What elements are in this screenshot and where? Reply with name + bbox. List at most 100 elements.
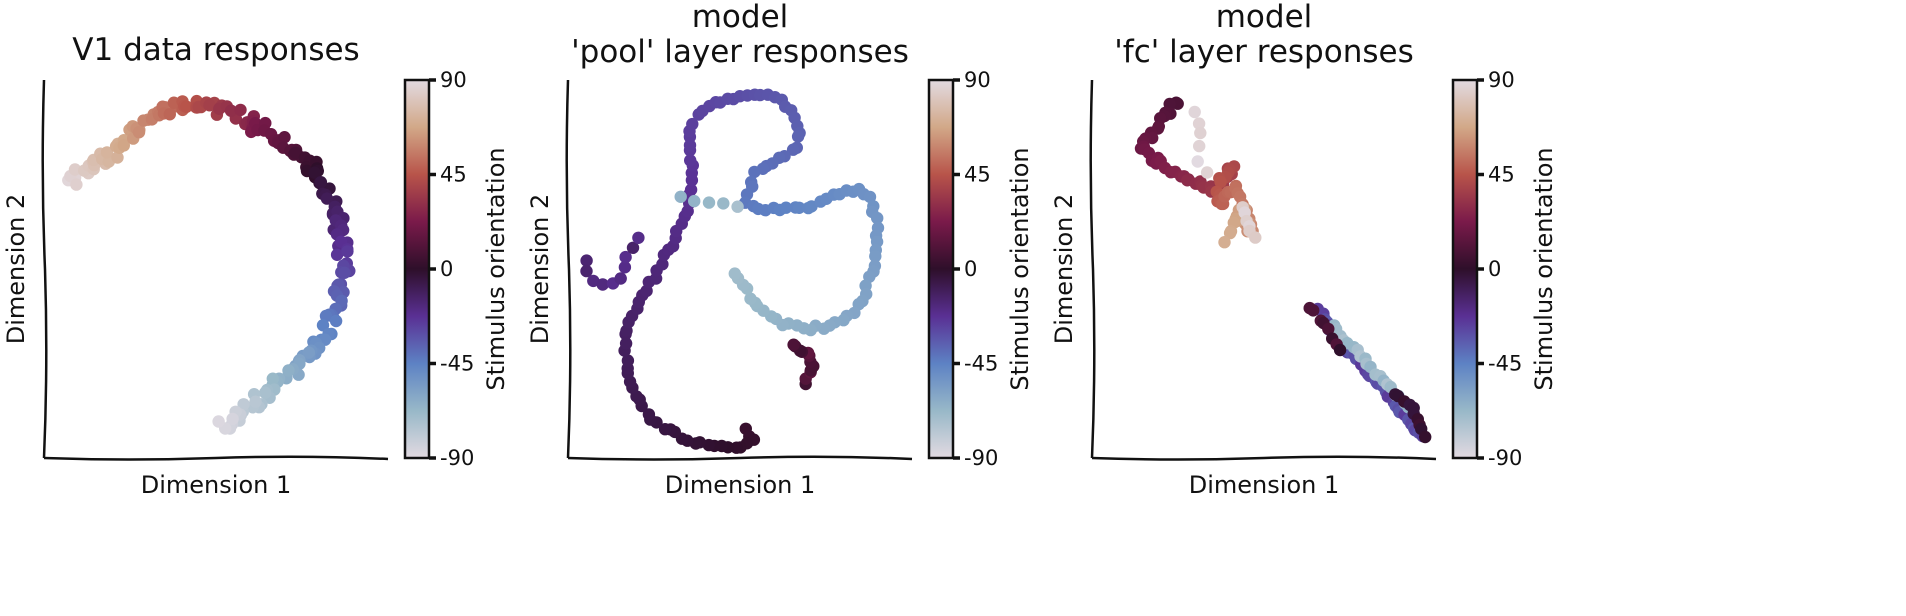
scatter-point <box>1191 155 1204 168</box>
scatter-point <box>658 423 672 436</box>
colorbar-tick-label: 90 <box>1488 68 1515 92</box>
colorbar-label: Stimulus orientation <box>1006 147 1034 390</box>
scatter-point <box>684 154 697 167</box>
scatter-point <box>779 201 793 214</box>
x-axis-label: Dimension 1 <box>665 471 815 499</box>
scatter-point <box>224 104 238 117</box>
colorbar-tick-label: 45 <box>964 163 991 187</box>
scatter-point <box>596 278 609 291</box>
scatter-point <box>686 117 699 131</box>
scatter-point <box>688 194 701 208</box>
colorbar-tick-label: -45 <box>964 352 998 376</box>
scatter-point <box>203 99 216 112</box>
y-axis-label: Dimension 2 <box>2 194 30 344</box>
y-axis-spine <box>41 79 48 459</box>
panel-title-line-1: V1 data responses <box>72 32 359 68</box>
scatter-point <box>319 309 333 323</box>
x-axis-label: Dimension 1 <box>1189 471 1339 499</box>
scatter-point <box>278 131 291 144</box>
scatter-point <box>632 231 645 244</box>
y-axis-label: Dimension 2 <box>1050 194 1078 344</box>
scatter-point <box>791 130 805 143</box>
scatter-point <box>117 139 130 152</box>
y-axis-spine <box>565 79 572 459</box>
colorbar-label: Stimulus orientation <box>1530 147 1558 390</box>
y-axis-spine <box>1089 79 1096 459</box>
scatter-point <box>266 372 279 385</box>
scatter-point <box>212 415 225 428</box>
scatter-point <box>618 261 632 274</box>
colorbar: 90 45 0 -45 -90 Stimulus orientation <box>1451 68 1558 470</box>
colorbar-tick-label: -45 <box>1488 352 1522 376</box>
scatter-point <box>111 151 124 164</box>
scatter-point <box>793 201 806 214</box>
colorbar-tick-label: 0 <box>964 257 977 281</box>
scatter-point <box>163 108 176 121</box>
scatter-point <box>1249 231 1262 244</box>
colorbar-gradient <box>405 80 429 458</box>
scatter-point <box>302 346 316 359</box>
scatter-point <box>70 178 83 191</box>
scatter-point <box>619 250 632 264</box>
scatter-point <box>237 398 250 411</box>
colorbar-tick-label: -90 <box>440 446 474 470</box>
colorbar-tick-label: -90 <box>1488 446 1522 470</box>
scatter-point <box>717 197 730 210</box>
scatter-point <box>234 103 247 117</box>
colorbar: 90 45 0 -45 -90 Stimulus orientation <box>927 68 1034 470</box>
scatter-point <box>1419 430 1432 444</box>
scatter-point <box>786 143 800 156</box>
scatter-point <box>1218 236 1231 249</box>
panel-1: V1 data responses Dimension 1 Dimension 2 9… <box>2 32 510 499</box>
colorbar-tick-label: 90 <box>440 68 467 92</box>
scatter-point <box>580 264 593 278</box>
scatter-point <box>805 200 818 213</box>
scatter-point <box>587 274 600 288</box>
scatter-point <box>656 258 669 271</box>
scatter-point <box>731 200 744 213</box>
scatter-points <box>1134 96 1432 444</box>
colorbar-tick-label: 45 <box>440 163 467 187</box>
colorbar-tick-label: 45 <box>1488 163 1515 187</box>
scatter-points <box>62 94 356 435</box>
x-axis-spine <box>43 455 389 461</box>
scatter-point <box>320 192 334 205</box>
colorbar-tick-label: 0 <box>1488 257 1501 281</box>
scatter-point <box>1192 117 1206 130</box>
scatter-point <box>330 248 344 261</box>
colorbar-tick-label: -90 <box>964 446 998 470</box>
colorbar-tick-label: 0 <box>440 257 453 281</box>
colorbar-label: Stimulus orientation <box>482 147 510 390</box>
scatter-point <box>614 272 627 285</box>
scatter-points <box>580 88 885 454</box>
scatter-point <box>68 163 82 176</box>
scatter-point <box>249 395 262 408</box>
scatter-point <box>314 176 328 189</box>
scatter-point <box>863 190 877 204</box>
scatter-point <box>748 165 761 179</box>
panel-2: model'pool' layer responses Dimension 1 Di… <box>526 0 1034 499</box>
colorbar-gradient <box>929 80 953 458</box>
scatter-point <box>1223 226 1237 240</box>
scatter-point <box>684 183 698 196</box>
colorbar-tick-label: -45 <box>440 352 474 376</box>
x-axis-label: Dimension 1 <box>141 471 291 499</box>
scatter-point <box>787 338 800 351</box>
scatter-point <box>308 166 321 179</box>
scatter-point <box>316 319 330 332</box>
colorbar-tick-label: 90 <box>964 68 991 92</box>
scatter-point <box>1214 175 1227 189</box>
scatter-point <box>282 364 295 377</box>
colorbar-gradient <box>1453 80 1477 458</box>
scatter-point <box>100 146 114 159</box>
scatter-point <box>1193 139 1206 153</box>
scatter-point <box>1200 166 1214 179</box>
scatter-point <box>744 292 757 305</box>
scatter-point <box>259 386 272 399</box>
colorbar: 90 45 0 -45 -90 Stimulus orientation <box>403 68 510 470</box>
scatter-point <box>619 337 633 350</box>
scatter-point <box>1188 105 1201 119</box>
scatter-point <box>871 211 884 225</box>
scatter-point <box>289 146 302 160</box>
